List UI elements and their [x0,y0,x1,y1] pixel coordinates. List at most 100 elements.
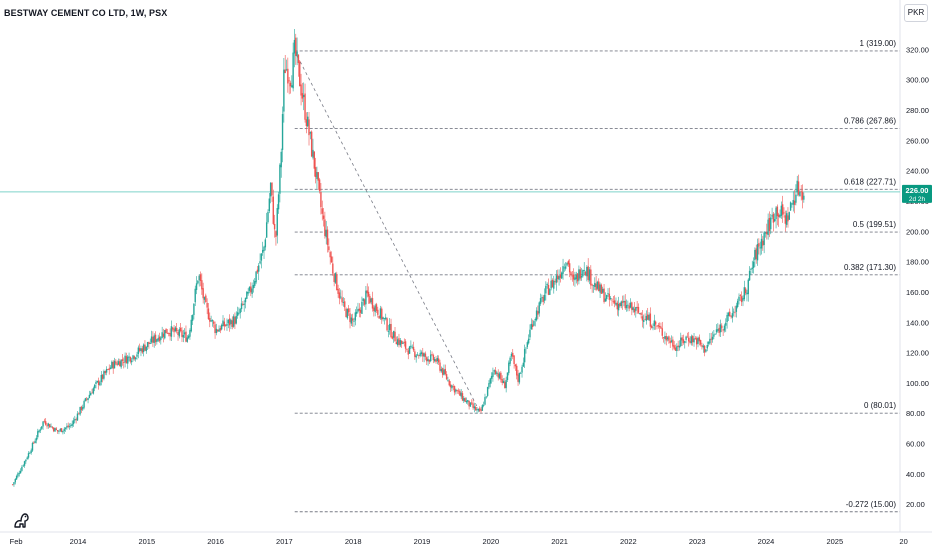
candle-body [156,339,158,342]
candle-body [764,232,767,234]
candle-body [166,332,169,334]
candle-body [538,302,540,314]
candle-body [725,322,727,326]
candle-body [107,369,109,371]
candle-body [568,263,571,273]
candle-body [420,352,423,355]
candle-body [586,266,588,277]
candle-body [647,314,649,320]
candle-body [214,324,216,334]
candle-body [119,361,121,367]
candle-body [440,369,443,372]
candle-body [248,286,251,291]
candle-body [493,370,495,372]
candle-body [457,390,460,392]
candle-body [789,202,792,211]
candle-body [367,291,370,297]
candle-body [665,335,667,341]
candle-body [776,206,779,217]
tradingview-logo-icon[interactable] [12,510,32,530]
candle-body [735,305,738,312]
candle-body [566,262,568,266]
candle-body [800,191,802,193]
candle-body [328,246,330,251]
candle-body [396,339,399,346]
candle-body [475,406,477,411]
candle-body [287,68,289,84]
candle-body [350,317,353,324]
candle-body [189,330,191,337]
candle-body [78,413,80,415]
candle-body [759,247,761,249]
candle-body [672,339,674,347]
candle-body [284,69,286,73]
candle-body [160,337,162,340]
candle-body [38,430,40,432]
candle-body [173,328,175,333]
time-tick-label: 2018 [345,537,362,546]
candle-body [545,285,547,294]
candle-body [306,116,309,127]
candle-body [690,336,693,344]
candle-body [361,301,363,314]
candles [11,29,805,487]
candle-body [570,272,572,276]
candle-body [43,420,46,422]
candle-body [224,325,227,326]
candle-body [338,292,341,299]
price-axis[interactable]: 20.00 40.00 60.00 80.00 100.00 120.00 140.00 16… [906,45,929,509]
candle-body [26,457,28,460]
candle-body [144,344,146,351]
time-tick-label: 2024 [758,537,775,546]
candle-body [751,267,753,270]
price-tick-label: 100.00 [906,379,929,388]
candle-body [637,306,640,313]
time-axis[interactable]: Feb 2014 2015 2016 2017 2018 2019 2020 2021 2022 2… [10,537,908,546]
candle-body [559,274,562,278]
candle-body [718,327,720,333]
candle-body [431,354,433,355]
candle-body [670,340,673,342]
chart-title: BESTWAY CEMENT CO LTD, 1W, PSX [4,8,168,18]
candle-body [755,248,757,260]
candle-body [603,288,605,303]
time-tick-label: Feb [10,537,23,546]
fibonacci-retracement[interactable]: 1 (319.00) 0.786 (267.86) 0.618 (227.71) 0.… [294,39,900,513]
candle-body [59,428,61,431]
candle-body [508,362,510,374]
candle-body [481,405,484,411]
candle-body [398,338,400,345]
candle-body [142,344,145,353]
candle-body [169,332,171,337]
candle-body [389,323,391,331]
candle-body [727,312,730,317]
candle-body [269,183,272,197]
candle-body [82,407,84,410]
candle-body [185,331,187,342]
candle-body [469,402,472,407]
candle-body [793,200,796,205]
candle-body [395,342,398,345]
candle-body [775,207,777,220]
candle-body [154,334,157,343]
currency-button[interactable]: PKR [904,4,928,22]
candle-body [463,398,465,401]
candle-body [547,284,550,295]
time-tick-label: 2015 [138,537,155,546]
candle-body [149,343,151,345]
candle-body [50,426,52,428]
candle-body [792,199,794,205]
candle-body [652,327,654,329]
candle-body [183,332,186,335]
candle-body [64,427,67,429]
candle-body [453,386,456,393]
candle-body [386,318,388,331]
candle-body [562,266,564,274]
candle-body [660,326,662,329]
candle-body [68,426,71,427]
candle-body [51,426,54,428]
candle-body [193,303,195,316]
candle-body [124,355,126,363]
candle-body [526,342,529,347]
